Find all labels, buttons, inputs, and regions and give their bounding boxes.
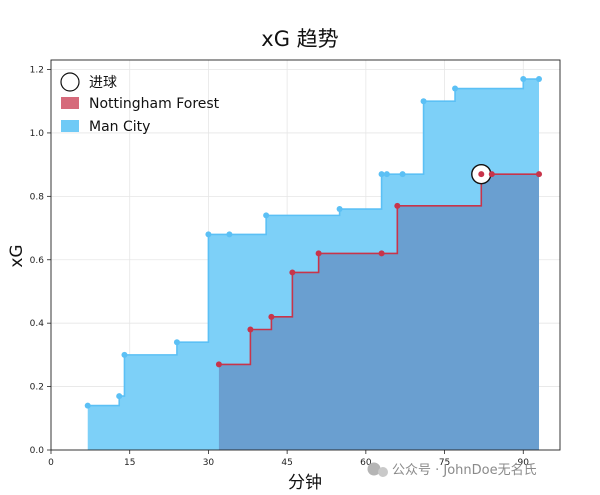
city-shot-point [399, 171, 406, 178]
watermark-text: 公众号 · JohnDoe无名氏 [392, 462, 537, 478]
city-shot-point [536, 76, 543, 83]
y-tick-label: 1.0 [30, 129, 45, 139]
forest-xg-step-line [218, 173, 540, 366]
plot-area: 0 15 30 45 60 75 90 0.0 0.2 0.4 0.6 0.8 1.0 1.2 [30, 59, 561, 468]
x-tick-label: 15 [124, 458, 135, 468]
chart-title: xG 趋势 [261, 27, 338, 51]
x-tick-label: 60 [360, 458, 372, 468]
x-axis-label: 分钟 [288, 473, 322, 493]
y-tick-label: 0.6 [30, 256, 45, 266]
legend-city-label: Man City [89, 119, 150, 135]
city-shot-point [263, 212, 270, 219]
forest-shot-point [315, 250, 322, 257]
x-tick-label: 90 [518, 458, 530, 468]
watermark: 公众号 · JohnDoe无名氏 [367, 462, 537, 478]
x-tick-label: 75 [439, 458, 450, 468]
city-shot-point [378, 171, 385, 178]
city-shot-point [121, 351, 128, 358]
y-tick-label: 0.8 [30, 192, 45, 202]
y-axis-label: xG [7, 244, 27, 267]
forest-xg-area [218, 174, 540, 450]
wechat-icon-bubble [378, 467, 388, 477]
y-tick-label: 0.4 [30, 319, 45, 329]
y-tick-label: 0.0 [30, 446, 45, 456]
x-tick-label: 0 [48, 458, 54, 468]
y-tick-label: 1.2 [30, 66, 44, 76]
forest-shot-point [394, 202, 401, 209]
goal-legend-marker [60, 72, 80, 92]
forest-shot-point [478, 171, 485, 178]
x-tick-label: 30 [203, 458, 215, 468]
legend: 进球 Nottingham Forest Man City [60, 72, 220, 135]
y-tick-label: 0.2 [30, 383, 44, 393]
city-shot-point [84, 402, 91, 409]
forest-shot-point [268, 313, 275, 320]
city-shot-point [520, 76, 527, 83]
city-shot-point [383, 171, 390, 178]
x-tick-label: 45 [281, 458, 292, 468]
forest-shot-point [215, 361, 222, 368]
forest-shot-point [536, 171, 543, 178]
city-shot-point [173, 339, 180, 346]
city-shot-point [452, 85, 459, 92]
city-shot-point [205, 231, 212, 238]
city-shot-point [420, 98, 427, 105]
forest-shot-point [488, 171, 495, 178]
forest-shot-point [247, 326, 254, 333]
city-shot-point [226, 231, 233, 238]
axes-frame [50, 59, 561, 451]
legend-forest-label: Nottingham Forest [89, 96, 220, 112]
forest-shot-point [378, 250, 385, 257]
forest-shot-point [289, 269, 296, 276]
city-shot-point [336, 206, 343, 213]
legend-city-swatch [61, 120, 79, 132]
legend-forest-swatch [61, 97, 79, 109]
city-shot-point [116, 393, 123, 400]
legend-goal-label: 进球 [89, 75, 117, 91]
wechat-icon [367, 462, 381, 476]
